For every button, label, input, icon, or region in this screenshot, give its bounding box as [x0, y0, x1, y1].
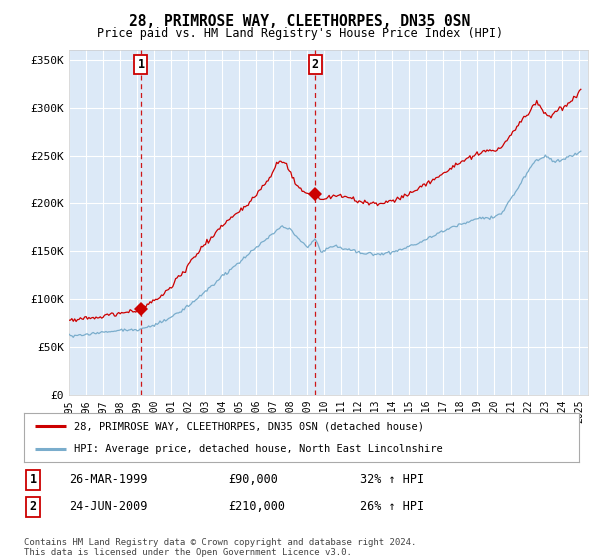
Text: 24-JUN-2009: 24-JUN-2009 [69, 500, 148, 514]
Text: 28, PRIMROSE WAY, CLEETHORPES, DN35 0SN: 28, PRIMROSE WAY, CLEETHORPES, DN35 0SN [130, 14, 470, 29]
Text: 2: 2 [29, 500, 37, 514]
Text: HPI: Average price, detached house, North East Lincolnshire: HPI: Average price, detached house, Nort… [74, 444, 443, 454]
Text: Contains HM Land Registry data © Crown copyright and database right 2024.
This d: Contains HM Land Registry data © Crown c… [24, 538, 416, 557]
Text: 26% ↑ HPI: 26% ↑ HPI [360, 500, 424, 514]
Text: 32% ↑ HPI: 32% ↑ HPI [360, 473, 424, 487]
Text: 2: 2 [312, 58, 319, 71]
Text: 1: 1 [137, 58, 145, 71]
Text: 26-MAR-1999: 26-MAR-1999 [69, 473, 148, 487]
Text: £210,000: £210,000 [228, 500, 285, 514]
Text: £90,000: £90,000 [228, 473, 278, 487]
Text: Price paid vs. HM Land Registry's House Price Index (HPI): Price paid vs. HM Land Registry's House … [97, 27, 503, 40]
Text: 28, PRIMROSE WAY, CLEETHORPES, DN35 0SN (detached house): 28, PRIMROSE WAY, CLEETHORPES, DN35 0SN … [74, 421, 424, 431]
Text: 1: 1 [29, 473, 37, 487]
